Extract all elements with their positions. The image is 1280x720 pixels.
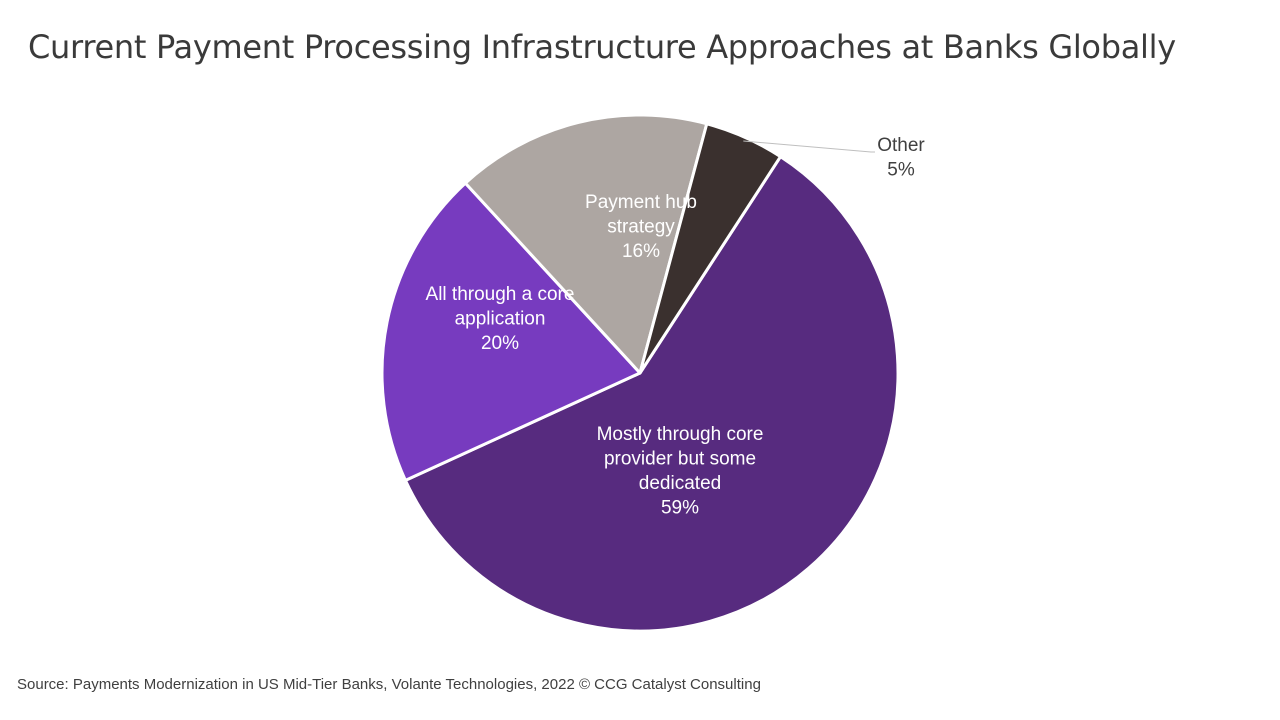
slice-label-1: All through a core application 20%: [426, 284, 575, 354]
pie-slice-2: [463, 113, 709, 375]
pie-slice-0: [403, 155, 900, 633]
slice-label-2: Payment hub strategy 16%: [585, 192, 697, 262]
leader-lines: [743, 140, 875, 153]
chart-title: Current Payment Processing Infrastructur…: [28, 28, 1176, 66]
leader-line-3: [743, 140, 875, 153]
pie-slice-1: [380, 181, 642, 482]
slice-label-0: Mostly through core provider but some dedi…: [597, 424, 764, 519]
slice-labels: Mostly through core provider but some dedi…: [426, 135, 926, 519]
source-note: Source: Payments Modernization in US Mid…: [17, 676, 761, 693]
slice-label-3: Other 5%: [877, 135, 925, 181]
pie-slices: [380, 113, 900, 633]
pie-slice-3: [638, 122, 783, 375]
